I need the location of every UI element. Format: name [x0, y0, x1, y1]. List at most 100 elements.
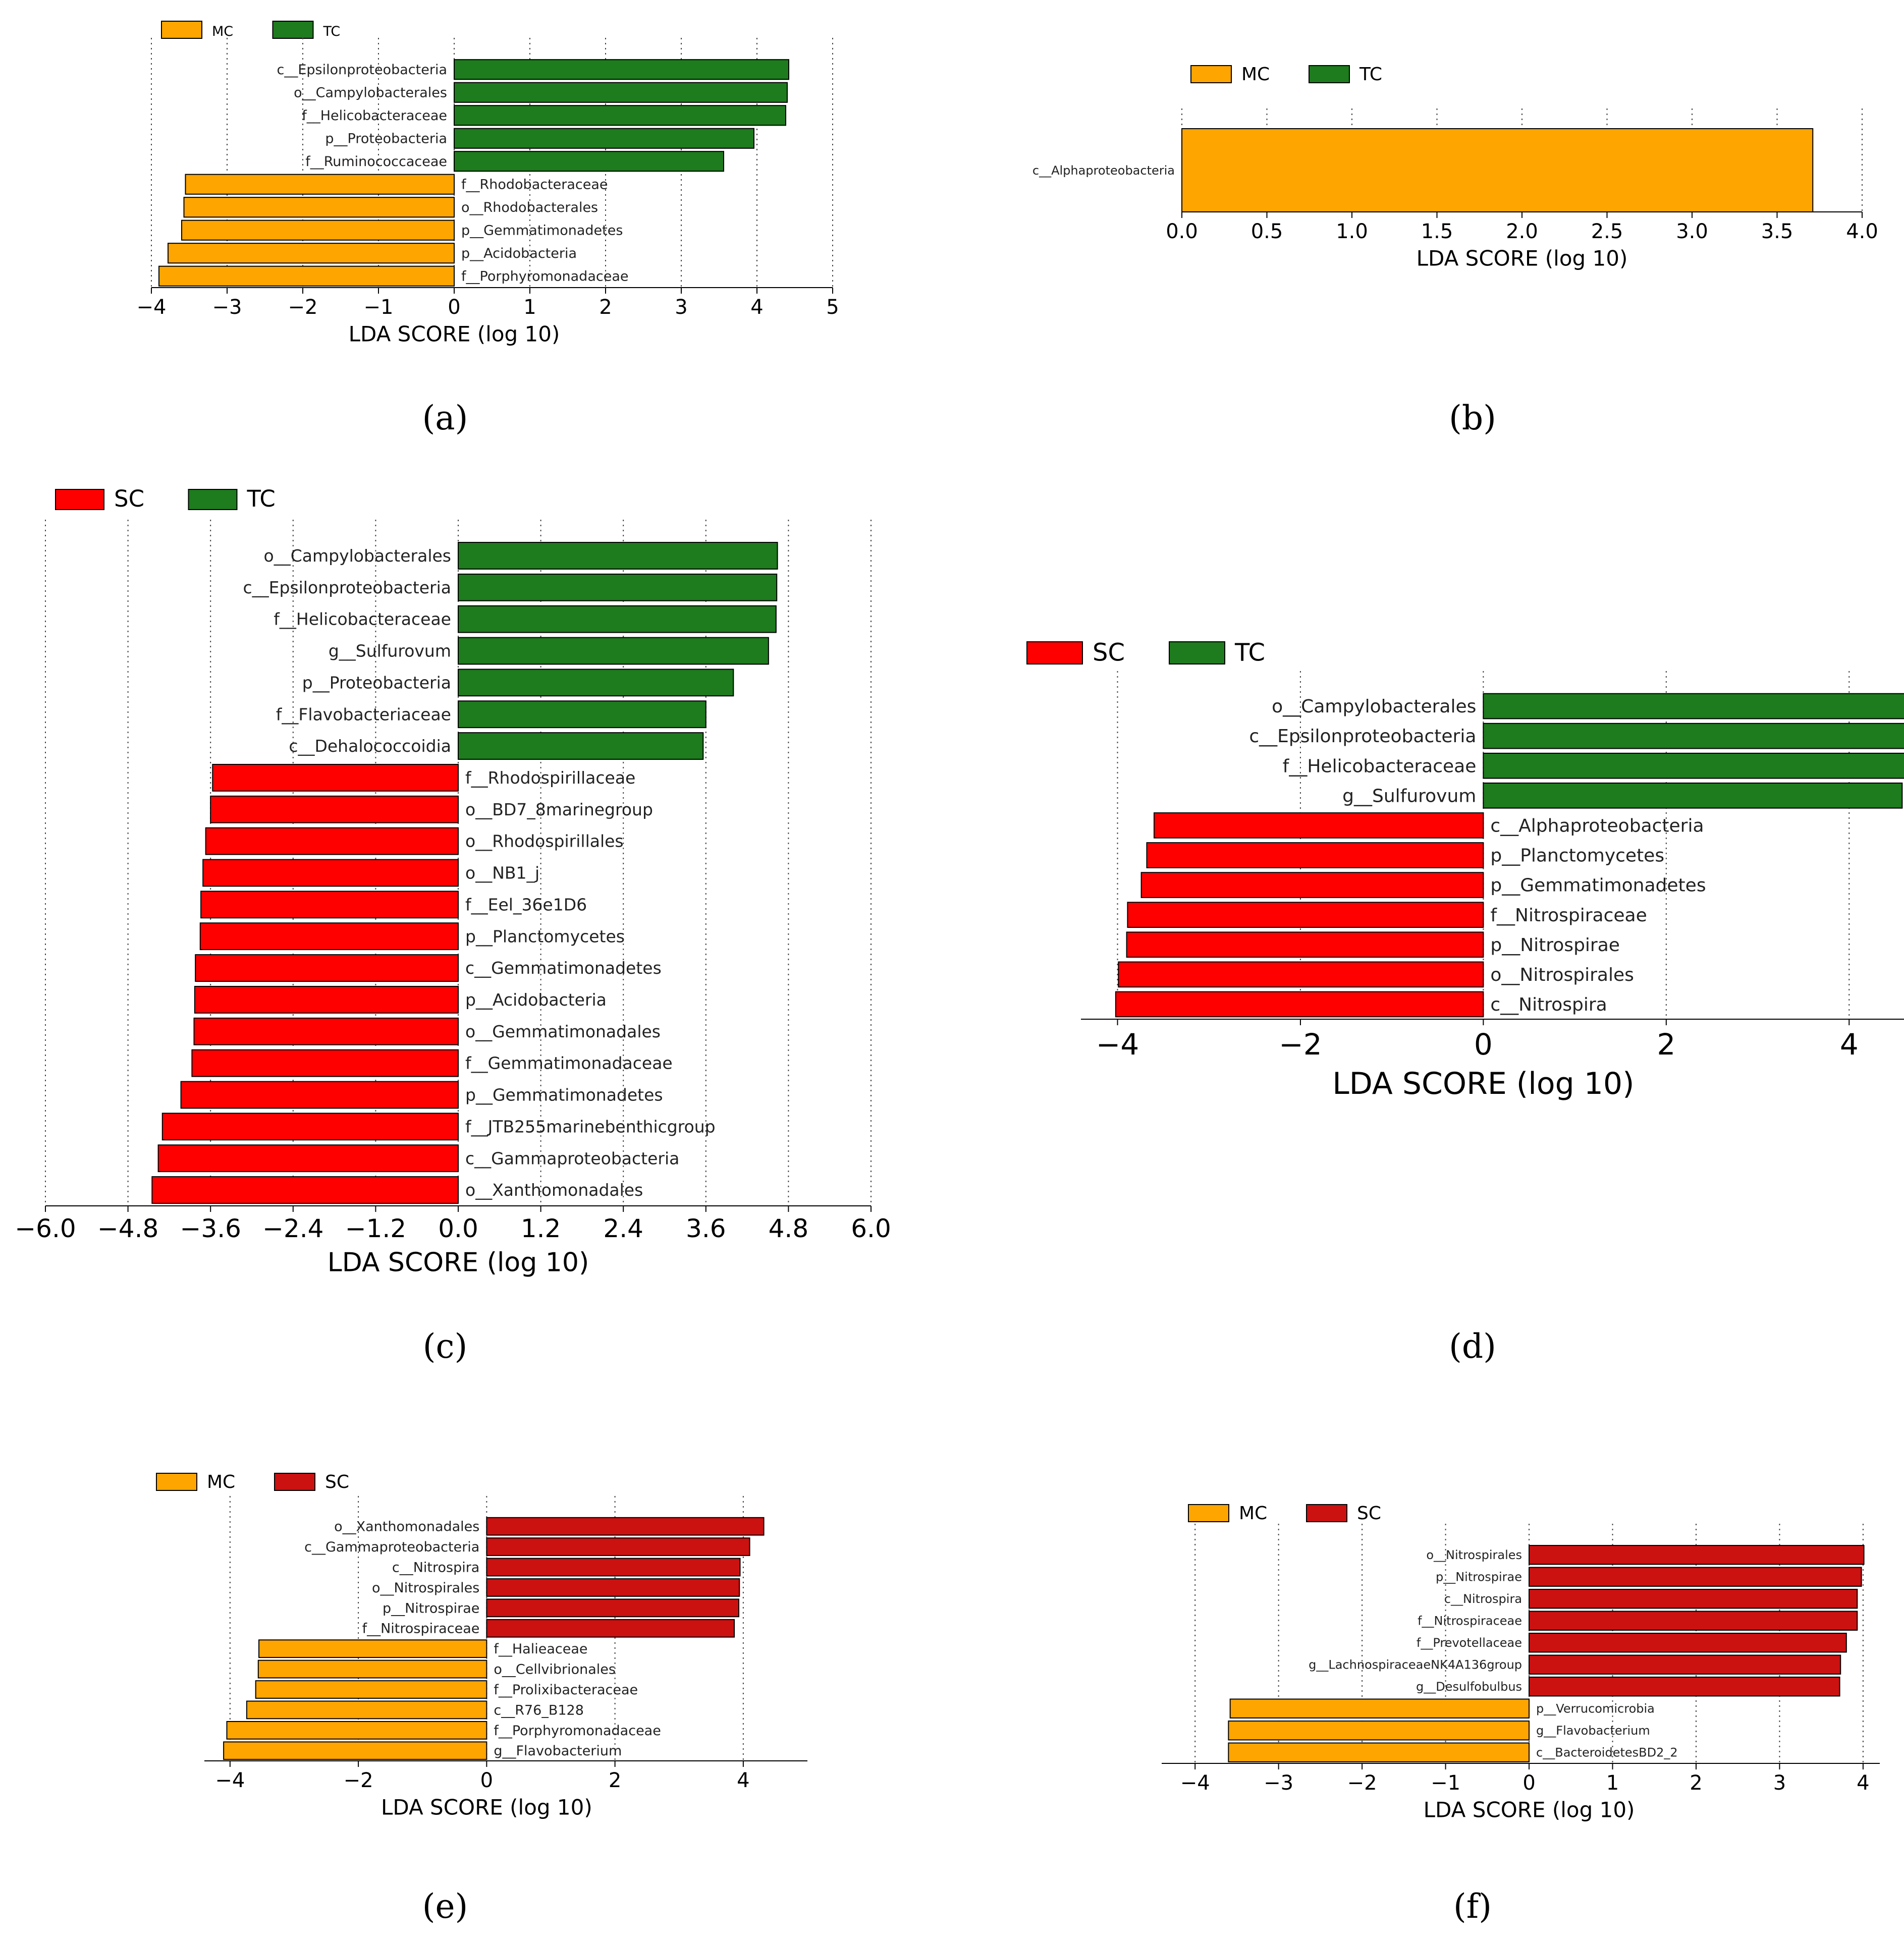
bar-label-c-epsilonproteobacteria: c__Epsilonproteobacteria — [243, 578, 452, 597]
legend-swatch-sc — [55, 489, 104, 510]
legend-swatch-tc — [1169, 641, 1225, 664]
bar-f-nitrospiraceae — [486, 1619, 735, 1638]
legend-swatch-mc — [1188, 1504, 1229, 1522]
bar-label-f-nitrospiraceae: f__Nitrospiraceae — [362, 1621, 480, 1637]
legend-swatch-mc — [161, 21, 202, 39]
x-tick-label-8: 4 — [1857, 1771, 1869, 1795]
bar-label-o-campylobacterales: o__Campylobacterales — [1272, 696, 1476, 717]
legend-label-mc: MC — [212, 24, 233, 39]
bar-label-o-xanthomonadales: o__Xanthomonadales — [334, 1519, 479, 1535]
bar-c-nitrospira — [1529, 1589, 1858, 1609]
x-tick-label-3: −1 — [1431, 1771, 1460, 1795]
x-tick-label-1: −2 — [344, 1769, 373, 1792]
bar-p-proteobacteria — [454, 128, 754, 149]
bar-label-p-planctomycetes: p__Planctomycetes — [1490, 846, 1664, 866]
bar-c-dehalococcoidia — [458, 732, 704, 760]
bar-f-jtb255marinebenthicgroup — [161, 1113, 459, 1141]
bar-f-nitrospiraceae — [1529, 1611, 1858, 1631]
bar-label-f-eel-36e1d6: f__Eel_36e1D6 — [465, 895, 587, 914]
panel-label-f: (f) — [1453, 1887, 1492, 1926]
legend-label-mc: MC — [1239, 1503, 1267, 1524]
panel-label-b: (b) — [1449, 399, 1496, 437]
bar-f-halieaceae — [258, 1639, 487, 1658]
chart-a: MC TC c__Epsilonproteobacteria o__Campyloba… — [137, 21, 839, 347]
bar-label-o-rhodobacterales: o__Rhodobacterales — [461, 200, 598, 215]
x-tick-label-0: −4 — [137, 296, 167, 319]
bar-label-p-nitrospirae: p__Nitrospirae — [383, 1600, 479, 1616]
x-tick-label-3: −1 — [364, 296, 394, 319]
x-tick-label-5: 1 — [523, 296, 536, 319]
bar-label-f-rhodobacteraceae: f__Rhodobacteraceae — [461, 177, 608, 193]
x-tick-label-3: −2.4 — [262, 1214, 323, 1243]
x-tick-label-2: 0 — [1474, 1027, 1493, 1062]
bar-c-epsilonproteobacteria — [1483, 723, 1904, 749]
bar-c-nitrospira — [1115, 991, 1484, 1018]
x-tick-label-4: 2.0 — [1506, 220, 1538, 243]
bar-label-p-proteobacteria: p__Proteobacteria — [325, 131, 447, 147]
bar-f-gemmatimonadaceae — [191, 1049, 459, 1077]
bar-o-xanthomonadales — [151, 1176, 459, 1204]
x-tick-label-9: 4.8 — [769, 1214, 809, 1243]
x-axis-label: LDA SCORE (log 10) — [1417, 246, 1628, 271]
legend-label-tc: TC — [247, 485, 276, 512]
bar-label-c-nitrospira: c__Nitrospira — [1444, 1592, 1522, 1606]
x-tick-label-8: 3.6 — [686, 1214, 726, 1243]
x-tick-label-0: −4 — [215, 1769, 245, 1792]
bar-o-nitrospirales — [1529, 1545, 1865, 1565]
bar-f-prevotellaceae — [1529, 1633, 1847, 1653]
x-tick-label-5: 0.0 — [438, 1214, 478, 1243]
bar-c-nitrospira — [486, 1558, 741, 1577]
bar-o-xanthomonadales — [486, 1517, 765, 1536]
bar-p-planctomycetes — [199, 922, 459, 951]
x-tick-label-9: 5 — [826, 296, 839, 319]
x-tick-label-0: 0.0 — [1166, 220, 1198, 243]
bar-label-p-gemmatimonadetes: p__Gemmatimonadetes — [461, 223, 623, 239]
bar-o-campylobacterales — [454, 82, 788, 103]
bar-label-p-gemmatimonadetes: p__Gemmatimonadetes — [1490, 875, 1706, 896]
bar-f-nitrospiraceae — [1127, 902, 1484, 928]
bar-o-cellvibrionales — [257, 1659, 487, 1679]
bar-label-f-flavobacteriaceae: f__Flavobacteriaceae — [276, 704, 451, 724]
bar-label-p-proteobacteria: p__Proteobacteria — [302, 673, 451, 692]
bar-p-gemmatimonadetes — [181, 219, 455, 241]
bar-g-desulfobulbus — [1529, 1677, 1840, 1697]
x-tick-label-4: 0 — [1522, 1771, 1535, 1795]
bar-p-verrucomicrobia — [1229, 1698, 1530, 1718]
bar-label-g-lachnospiraceaenk4a136group: g__LachnospiraceaeNK4A136group — [1309, 1658, 1522, 1672]
bar-label-p-acidobacteria: p__Acidobacteria — [461, 246, 577, 261]
bar-label-c-nitrospira: c__Nitrospira — [1490, 994, 1607, 1015]
bar-label-c-gammaproteobacteria: c__Gammaproteobacteria — [465, 1148, 679, 1168]
x-axis-label: LDA SCORE (log 10) — [349, 322, 560, 347]
bar-g-sulfurovum — [458, 637, 769, 665]
x-tick-label-8: 4 — [750, 296, 763, 319]
bar-label-o-gemmatimonadales: o__Gemmatimonadales — [465, 1022, 661, 1041]
chart-d: SC TC o__Campylobacterales c__Epsilonproteo… — [1026, 638, 1904, 1101]
bar-label-f-prevotellaceae: f__Prevotellaceae — [1417, 1636, 1522, 1650]
bar-label-g-sulfurovum: g__Sulfurovum — [1342, 786, 1476, 806]
x-tick-label-5: 1 — [1606, 1771, 1619, 1795]
bar-c-epsilonproteobacteria — [458, 573, 778, 601]
legend-swatch-sc — [1306, 1504, 1347, 1522]
bar-label-c-bacteroidetesbd2-2: c__BacteroidetesBD2_2 — [1536, 1746, 1678, 1760]
bar-f-porphyromonadaceae — [158, 265, 455, 287]
bar-label-f-helicobacteraceae: f__Helicobacteraceae — [274, 609, 451, 629]
bar-f-helicobacteraceae — [458, 605, 777, 633]
x-tick-label-1: −3 — [212, 296, 242, 319]
bar-label-p-verrucomicrobia: p__Verrucomicrobia — [1536, 1702, 1655, 1716]
bar-o-bd7-8marinegroup — [210, 795, 459, 823]
bar-label-o-campylobacterales: o__Campylobacterales — [294, 85, 447, 101]
bar-label-f-nitrospiraceae: f__Nitrospiraceae — [1490, 905, 1647, 926]
chart-c: SC TC o__Campylobacterales c__Epsilonproteo… — [15, 485, 891, 1278]
x-axis-label: LDA SCORE (log 10) — [328, 1248, 589, 1278]
bar-label-o-bd7-8marinegroup: o__BD7_8marinegroup — [465, 800, 653, 819]
bar-label-f-nitrospiraceae: f__Nitrospiraceae — [1418, 1614, 1522, 1628]
x-axis-label: LDA SCORE (log 10) — [1424, 1798, 1635, 1822]
legend-swatch-sc — [1026, 641, 1083, 664]
x-tick-label-3: 2 — [1657, 1027, 1675, 1062]
bar-label-c-alphaproteobacteria: c__Alphaproteobacteria — [1032, 163, 1175, 178]
bar-f-helicobacteraceae — [1483, 752, 1904, 779]
bar-g-flavobacterium — [223, 1741, 487, 1760]
chart-f: MC SC o__Nitrospirales p__Nitrospirae c__Nit… — [1162, 1503, 1880, 1822]
bar-f-rhodospirillaceae — [212, 764, 459, 792]
